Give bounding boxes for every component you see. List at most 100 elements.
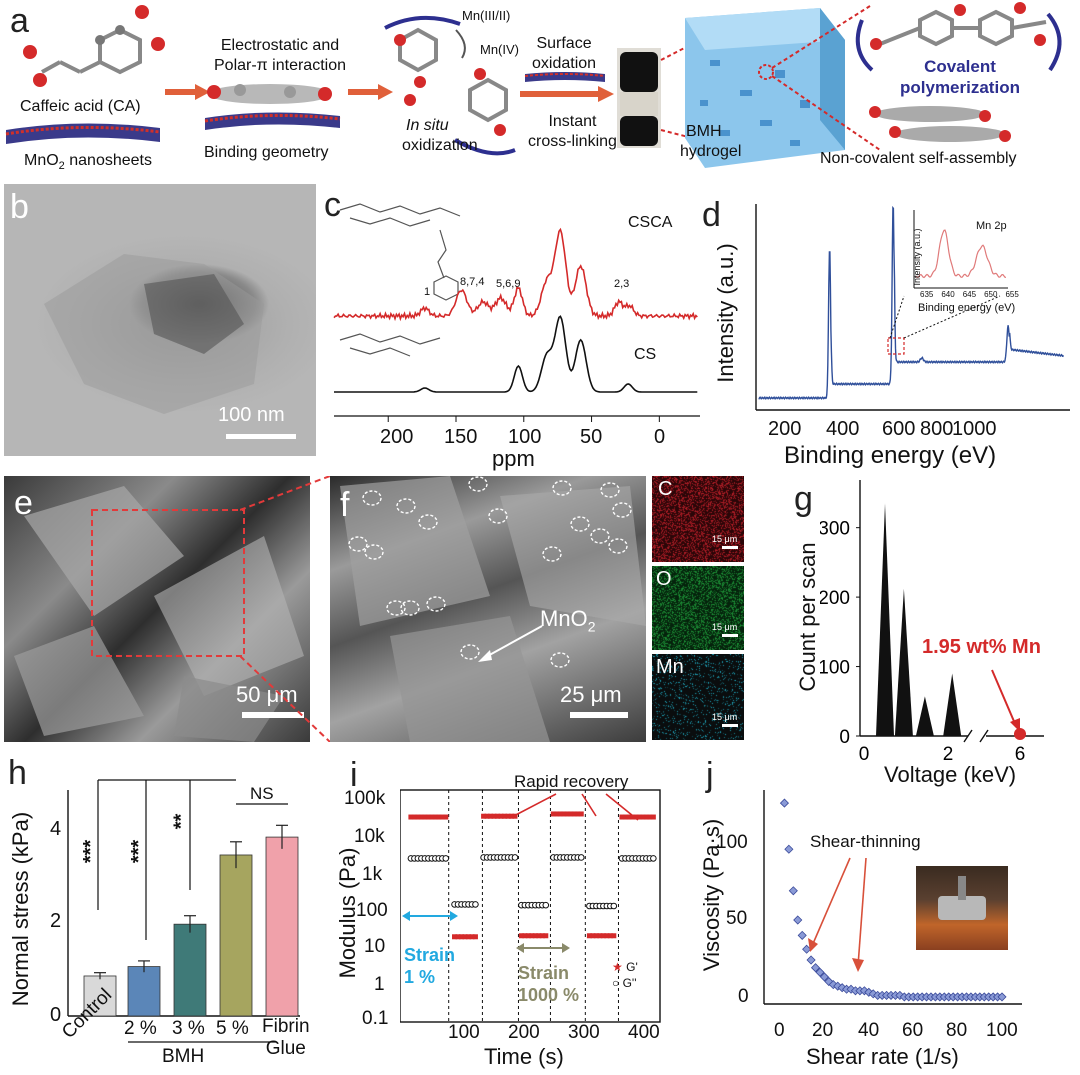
rheometer-photo [916,866,1008,950]
eds-peak [894,588,913,736]
mn2p-inset [913,210,1008,289]
g-prime-point [561,811,567,817]
peak-label-23: 2,3 [614,278,630,290]
g-prime-point [607,933,613,939]
g-prime-point [429,814,435,820]
c-tick-0: 0 [654,426,666,448]
g-double-prime-point [542,901,550,909]
g-prime-point [502,813,508,819]
g-prime-point [462,934,468,940]
map-label-c: C [658,478,673,500]
mno2-site-marker [468,476,488,492]
panel-label-e: e [14,484,33,522]
sig-label-3: ** [170,813,193,830]
g-ytick: 200 [820,588,850,609]
eds-peak [915,696,934,736]
g-prime-point [415,814,421,820]
csca-spectrum [333,227,698,322]
h-category-2pct: 2 % [124,1018,157,1039]
panel-label-a: a [10,2,29,40]
shear-thinning-arrow [857,857,867,967]
mno2-site-marker [426,596,446,612]
g-ytick: 100 [820,658,850,679]
mno2-site-marker [612,502,632,518]
xps-spectrum [758,205,1065,401]
g-xtick: 6 [1015,744,1026,765]
g-prime-point [436,814,442,820]
panel-label-c: c [324,186,341,224]
bmh-hydrogel-label: BMH hydrogel [680,123,742,160]
viscosity-point [802,944,812,954]
mno2-site-marker [460,644,480,660]
g-prime-point [443,814,449,820]
mno2-site-marker [396,498,416,514]
mno2-nanosheet-icon [5,123,161,144]
g-prime-point [619,814,625,820]
i-xtick-200: 200 [508,1022,540,1043]
g-prime-point [554,811,560,817]
j-xtick-20: 20 [812,1020,834,1041]
g-prime-point [529,933,535,939]
panel-label-b: b [10,188,29,226]
g-prime-point [481,813,487,819]
mno2-site-marker [364,544,384,560]
scale-bar [242,712,304,718]
surface-nanosheet-icon [524,72,606,82]
c-tick-100: 100 [508,426,542,448]
bar-3- [173,923,207,1017]
g-prime-point [650,814,656,820]
mno2-callout: MnO2 [540,606,596,635]
g-prime-point [571,811,577,817]
g-prime-point [575,811,581,817]
g-prime-point [633,814,639,820]
g-prime-point [422,814,428,820]
g-prime-point [593,933,599,939]
mn2p-region-marker [887,337,905,355]
c-tick-50: 50 [580,426,603,448]
chitosan-structure-icon [339,203,461,357]
bar-fibrin-glue [265,836,299,1017]
binding-geometry-icon [204,84,341,130]
g-prime-point [472,934,478,940]
g-double-prime-point [511,854,519,861]
scale-label: 25 μm [560,682,622,707]
g-prime-point [640,814,646,820]
i-xtick-300: 300 [568,1022,600,1043]
i-tick-100k: 100k [344,788,386,809]
g-double-prime-point [610,902,618,910]
g-double-prime-point [577,854,585,861]
g-ylabel: Count per scan [795,542,820,692]
j-tick-100: 100 [716,832,748,853]
g-double-prime-point [472,901,479,908]
g-prime-point [495,813,501,819]
d-tick-1000: 1000 [952,418,997,440]
inset-ylabel: Intensity (a.u.) [912,228,922,286]
j-xtick-80: 80 [946,1020,968,1041]
mn-iv-label: Mn(IV) [480,42,519,57]
instant-crosslinking-label: Instant cross-linking [528,113,617,150]
h-group-bmh: BMH [162,1046,205,1067]
viscosity-point [779,798,790,808]
g-prime-point [525,933,531,939]
xps-survey-chart [755,204,1070,411]
i-tick-1k: 1k [362,864,383,885]
mno2-site-marker [600,482,620,498]
g-prime-point [636,814,642,820]
g-prime-point [590,933,596,939]
viscosity-point [784,844,794,854]
g-prime-point [465,934,471,940]
i-tick-10: 10 [364,936,386,957]
j-xtick-100: 100 [986,1020,1018,1041]
inset-title: Mn 2p [976,220,1007,232]
mn-iii-ii-label: Mn(III/II) [462,8,511,23]
scale-label: 100 nm [218,404,285,426]
mno2-site-marker [362,490,382,506]
i-tick-1: 1 [374,974,385,995]
in-situ-label: In situ oxidization [402,117,478,154]
panel-label-j: j [706,756,714,794]
h-tick-0: 0 [50,1004,62,1026]
g-ytick: 0 [839,727,850,748]
map-label-o: O [656,568,672,590]
g-prime-point [418,814,424,820]
g-prime-point [597,933,603,939]
